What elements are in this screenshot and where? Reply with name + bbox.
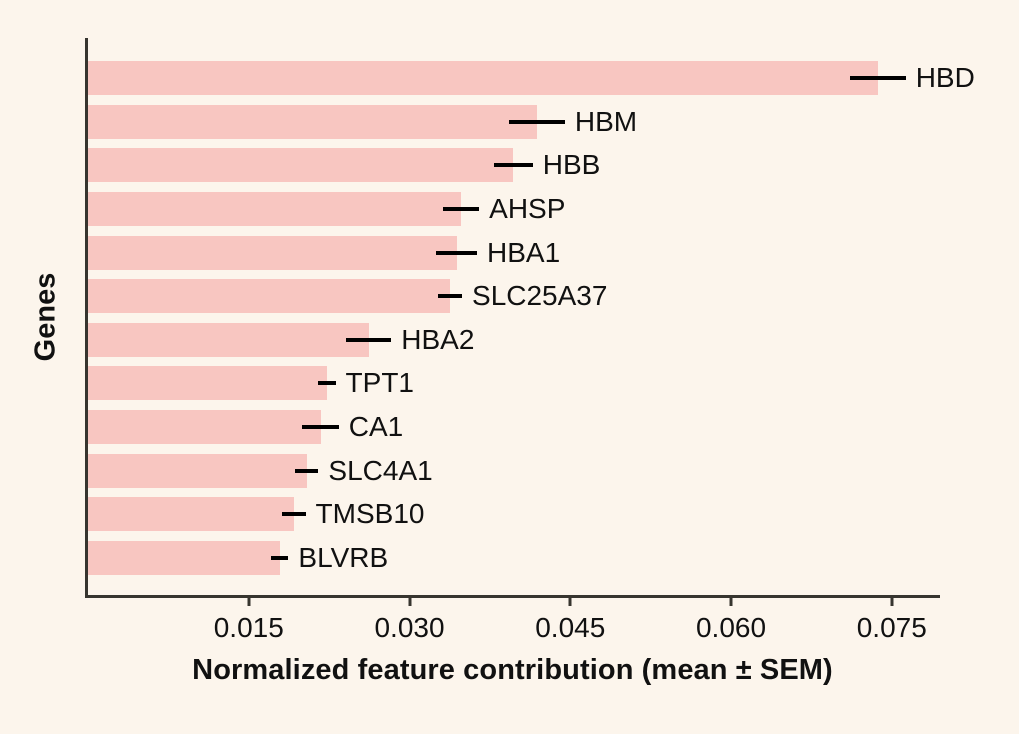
bar xyxy=(88,191,461,226)
x-tick-label: 0.045 xyxy=(535,612,606,643)
bar-label: HBA1 xyxy=(487,236,561,268)
x-tick-label: 0.060 xyxy=(695,612,767,643)
bar-label: HBD xyxy=(915,62,975,93)
bars-container: HBD HBM HBB AHSP HBA1 SLC25A37 HBA2 TPT1 CA1 SLC4… xyxy=(88,38,975,595)
x-tick xyxy=(890,598,894,606)
error-bar xyxy=(346,337,392,342)
bar-row: SLC25A37 xyxy=(88,279,940,314)
x-tick xyxy=(408,598,411,606)
error-bar xyxy=(302,425,339,429)
bar-row: TPT1 xyxy=(88,366,940,401)
error-bar xyxy=(318,381,336,386)
bar xyxy=(88,366,327,401)
x-tick-label: 0.075 xyxy=(856,612,927,643)
bar-label: SLC25A37 xyxy=(472,280,608,312)
error-bar xyxy=(294,468,319,473)
plot-area: HBD HBM HBB AHSP HBA1 SLC25A37 HBA2 TPT1 CA1 SLC4… xyxy=(85,38,975,643)
bar-label: AHSP xyxy=(489,192,566,224)
bar xyxy=(88,235,457,270)
bar-row: HBD xyxy=(88,61,975,95)
bar xyxy=(88,497,294,532)
error-bar xyxy=(849,76,906,80)
error-bar xyxy=(494,163,533,168)
x-axis: 0.015 0.030 0.045 0.060 0.075 xyxy=(88,598,940,658)
bar xyxy=(88,453,307,488)
bar-label: SLC4A1 xyxy=(328,454,433,486)
bar-row: CA1 xyxy=(88,410,940,444)
x-axis-title: Normalized feature contribution (mean ± … xyxy=(192,654,833,686)
bar xyxy=(88,540,280,575)
bar xyxy=(88,104,538,139)
bar-row: SLC4A1 xyxy=(88,453,940,488)
error-bar xyxy=(271,555,289,560)
bar-label: HBA2 xyxy=(401,323,475,355)
bar-row: HBM xyxy=(88,104,940,139)
bar xyxy=(88,410,321,444)
bar-label: HBB xyxy=(542,149,601,181)
bar-row: AHSP xyxy=(88,191,940,226)
bar-label: HBM xyxy=(574,105,638,137)
bar-label: TMSB10 xyxy=(315,498,425,530)
error-bar xyxy=(281,512,306,517)
x-tick xyxy=(568,598,572,606)
x-tick xyxy=(729,598,733,606)
x-tick-label: 0.015 xyxy=(213,612,284,643)
bar-row: HBA2 xyxy=(88,322,940,357)
bar-row: HBB xyxy=(88,148,940,183)
error-bar xyxy=(436,250,478,255)
bar xyxy=(88,279,451,314)
error-bar xyxy=(438,294,462,299)
error-bar xyxy=(442,206,480,211)
bar-row: BLVRB xyxy=(88,540,940,575)
bar-row: HBA1 xyxy=(88,235,940,270)
bar-label: BLVRB xyxy=(298,541,389,573)
y-axis-title: Genes xyxy=(29,272,62,362)
error-bar xyxy=(509,119,565,124)
x-tick xyxy=(247,598,251,606)
bar-row: TMSB10 xyxy=(88,497,940,532)
x-tick-label: 0.030 xyxy=(374,612,445,643)
bar-label: CA1 xyxy=(348,411,404,442)
bar xyxy=(88,322,369,357)
bar xyxy=(88,148,514,183)
bar-label: TPT1 xyxy=(345,367,415,399)
bar xyxy=(88,61,878,95)
